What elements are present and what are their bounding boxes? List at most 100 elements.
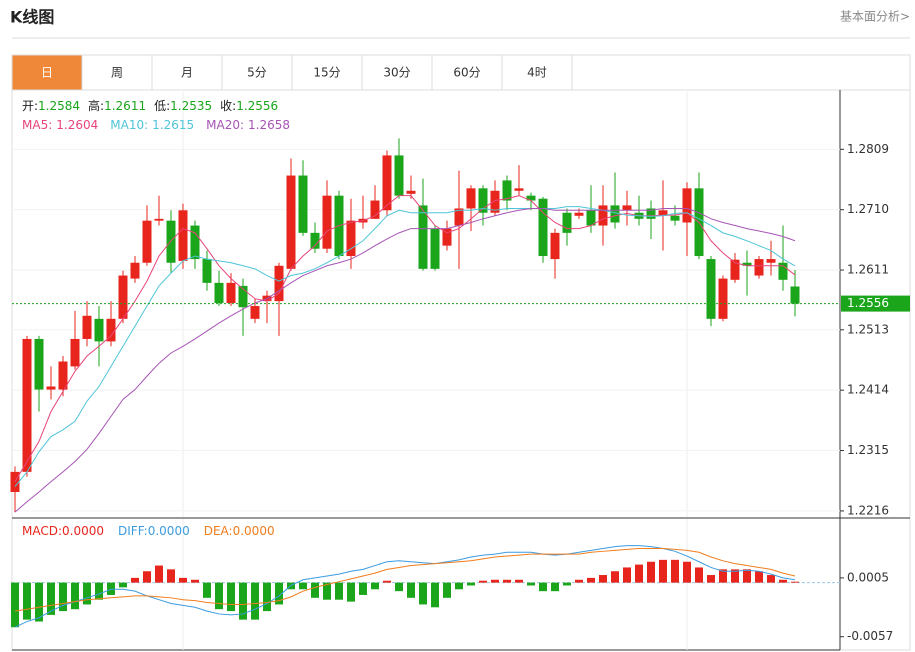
candle-body [82,315,92,339]
macd-bar [443,582,451,598]
macd-bar [527,582,535,586]
tab[interactable] [291,54,363,91]
candle-body [58,361,68,390]
last-price-label: 1.2556 [847,296,889,310]
macd-bar [179,577,187,583]
macd-bar [515,579,523,583]
info-name: 收: [220,99,236,113]
candle-body [574,212,584,216]
macd-bar [155,565,163,583]
tab[interactable] [361,54,433,91]
macd-bar [215,582,223,610]
indicator-line [14,207,796,513]
y-tick-label: 1.2315 [847,443,889,457]
macd-bar [35,582,43,622]
legend: MACD:0.0000 DIFF:0.0000 DEA:0.0000 [22,524,275,538]
candle-body [238,285,248,308]
candle-body [730,259,740,280]
candle-body [322,195,332,249]
legend: 开:1.2584 高:1.2611 低:1.2535 收:1.2556 [22,98,278,113]
tab-label[interactable]: 周 [111,66,123,80]
tab-label[interactable]: 60分 [453,66,480,80]
tab-label[interactable]: 4时 [527,66,547,80]
macd-bar [83,582,91,605]
macd-bar [119,582,127,588]
macd-bar [95,582,103,600]
macd-bar [551,582,559,592]
legend-name: DIFF: [118,524,148,538]
candle-body [130,262,140,279]
candle-body [430,228,440,269]
macd-bar [767,575,775,583]
tab-label[interactable]: 日 [41,66,53,80]
macd-bar [359,582,367,595]
candle-body [658,210,668,216]
macd-bar [695,567,703,583]
info-value: 1.2556 [236,99,278,113]
legend-value: 0.0000 [148,524,190,538]
tab[interactable] [81,54,153,91]
legend-name: MA10: [110,118,148,132]
macd-bar [23,582,31,620]
macd-bar [383,580,391,583]
macd-bar [659,559,667,583]
info-value: 1.2535 [170,99,212,113]
macd-bar [635,564,643,583]
tab-label[interactable]: 月 [181,66,193,80]
candle-body [742,262,752,266]
candle-body [286,175,296,269]
candle-body [562,212,572,233]
candle-body [274,265,284,302]
legend-name: MA5: [22,118,52,132]
fundamental-link[interactable]: 基本面分析> [840,10,910,24]
legend-name: MA20: [206,118,244,132]
candle-body [394,155,404,196]
candle-body [490,190,500,213]
candle-body [454,208,464,226]
tab[interactable] [501,54,573,91]
y-tick-label: 1.2710 [847,202,889,216]
candle-body [586,210,596,226]
candle-body [778,262,788,280]
tab-label[interactable]: 15分 [313,66,340,80]
candle-body [550,232,560,260]
legend-value: 1.2615 [152,118,194,132]
macd-bar [671,559,679,583]
candle-body [10,471,20,492]
macd-bar [167,569,175,583]
candle-body [514,188,524,191]
macd-bar [323,582,331,600]
macd-bar [251,582,259,620]
macd-bar [743,569,751,583]
macd-bar [503,579,511,583]
y-tick-label: 1.2611 [847,263,889,277]
tab[interactable] [221,54,293,91]
candle-body [118,275,128,319]
macd-bar [455,582,463,590]
legend-name: MACD: [22,524,62,538]
candle-body [190,225,200,260]
candle-body [502,180,512,201]
y-tick-label: -0.0057 [847,629,893,643]
candle-body [442,228,452,246]
candle-body [766,259,776,263]
candle-body [418,205,428,269]
macd-bar [707,575,715,583]
macd-bar [479,580,487,583]
tab[interactable] [431,54,503,91]
candle-body [202,259,212,283]
macd-bar [731,569,739,583]
candle-body [214,282,224,303]
candle-body [250,306,260,319]
tab-label[interactable]: 30分 [383,66,410,80]
macd-bar [599,575,607,583]
info-value: 1.2611 [104,99,146,113]
candle-body [70,338,80,367]
candle-body [310,232,320,249]
tab[interactable] [151,54,223,91]
legend-name: DEA: [204,524,233,538]
candle-body [790,286,800,304]
tab-label[interactable]: 5分 [247,66,267,80]
macd-bar [311,582,319,598]
y-tick-label: 0.0005 [847,570,889,584]
